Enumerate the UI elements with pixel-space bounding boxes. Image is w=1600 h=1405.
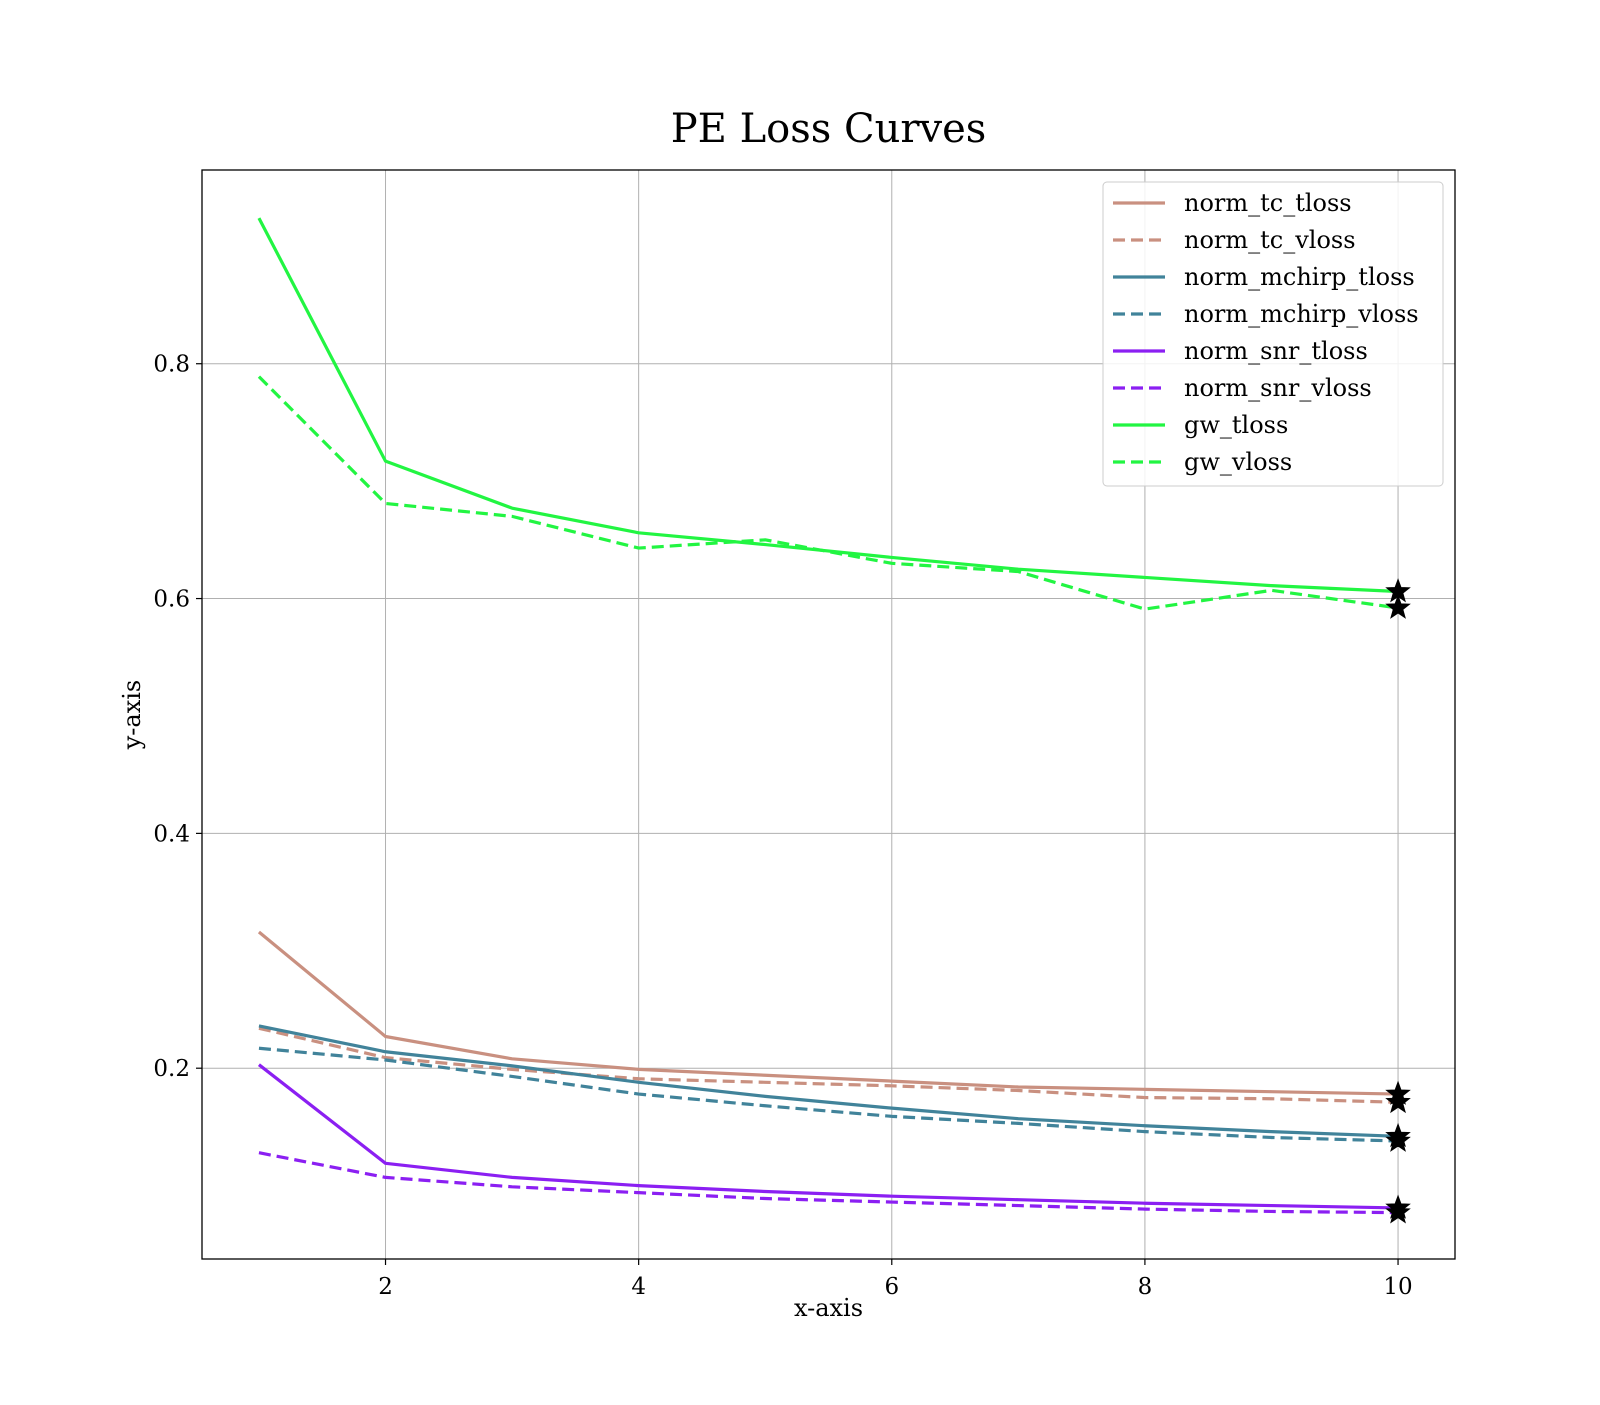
legend-label-gw_tloss: gw_tloss: [1184, 411, 1288, 439]
legend: norm_tc_tloss norm_tc_vloss norm_mchirp_tl…: [1102, 181, 1444, 487]
legend-label-norm_snr_vloss: norm_snr_vloss: [1184, 374, 1372, 402]
x-axis-label: x-axis: [794, 1294, 863, 1322]
series-line-norm_tc_tloss: [257, 930, 1399, 1096]
series-line-gw_tloss: [257, 217, 1399, 594]
chart-title: PE Loss Curves: [671, 106, 987, 152]
series-line-gw_vloss: [257, 375, 1399, 611]
legend-label-norm_tc_vloss: norm_tc_vloss: [1184, 226, 1356, 254]
best-point-star-norm_snr_vloss: [1385, 1199, 1411, 1224]
series-line-norm_snr_tloss: [257, 1063, 1399, 1210]
best-point-star-norm_mchirp_vloss: [1385, 1127, 1411, 1152]
series-line-norm_mchirp_tloss: [258, 1024, 1399, 1138]
series-line-norm_mchirp_vloss: [258, 1046, 1399, 1143]
legend-box: [1102, 181, 1444, 487]
best-point-star-norm_tc_vloss: [1385, 1088, 1411, 1114]
legend-label-norm_mchirp_tloss: norm_mchirp_tloss: [1184, 263, 1415, 291]
legend-label-norm_mchirp_vloss: norm_mchirp_vloss: [1184, 300, 1419, 328]
legend-label-gw_vloss: gw_vloss: [1184, 448, 1292, 476]
y-tick-label: 0.2: [153, 1056, 190, 1082]
best-point-star-gw_vloss: [1385, 594, 1411, 619]
x-tick-label: 4: [631, 1274, 646, 1300]
x-tick-label: 8: [1138, 1274, 1153, 1300]
legend-label-norm_snr_tloss: norm_snr_tloss: [1184, 337, 1368, 365]
x-tick-label: 2: [378, 1274, 393, 1300]
plot-frame: [201, 169, 1456, 1260]
y-tick-label: 0.6: [153, 587, 190, 613]
y-tick-label: 0.4: [153, 821, 190, 847]
y-tick-label: 0.8: [153, 352, 190, 378]
best-markers: [1385, 578, 1411, 1224]
axis-ticks: 2 4 6 8 10 0.2 0.4 0.6 0.8: [153, 352, 1412, 1300]
y-axis-label: y-axis: [118, 680, 146, 751]
x-tick-label: 10: [1383, 1274, 1412, 1300]
x-tick-label: 6: [884, 1274, 899, 1300]
legend-label-norm_tc_tloss: norm_tc_tloss: [1184, 189, 1352, 217]
series-lines: [257, 217, 1399, 1215]
